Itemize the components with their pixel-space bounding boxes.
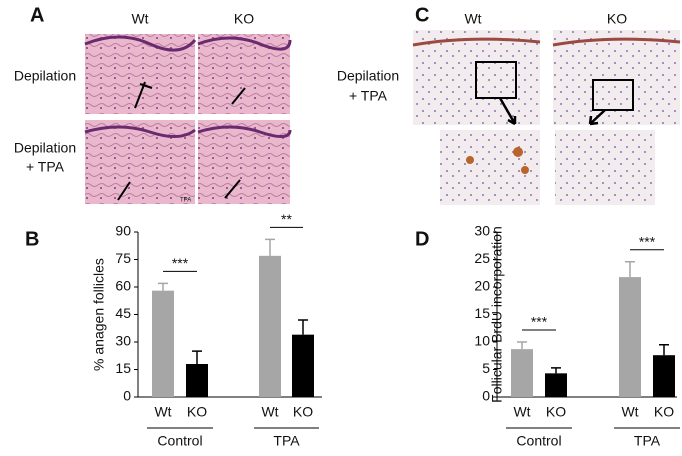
col-label: Wt	[464, 11, 481, 27]
row-label: + TPA	[349, 88, 388, 104]
y-tick-label: 30	[474, 223, 490, 239]
bracket	[117, 181, 131, 201]
bar	[152, 290, 174, 397]
arrow	[498, 97, 517, 126]
group-label: TPA	[273, 433, 300, 449]
y-tick-label: 75	[115, 250, 131, 266]
y-tick-label: 60	[115, 278, 131, 294]
error-bar	[298, 319, 308, 335]
zoom-box	[475, 61, 517, 99]
group-label: Control	[157, 433, 202, 449]
panel-label: D	[415, 228, 429, 250]
y-tick-label: 0	[482, 388, 490, 404]
panel-label: B	[25, 228, 39, 250]
error-bar	[625, 260, 635, 278]
y-tick-label: 15	[115, 360, 131, 376]
significance-label: **	[281, 211, 292, 227]
error-bar	[659, 344, 669, 356]
epidermis	[552, 37, 681, 47]
y-tick-label: 90	[115, 223, 131, 239]
ihc-zoom	[555, 130, 655, 205]
error-bar	[192, 350, 202, 364]
y-tick-label: 25	[474, 250, 490, 266]
x-tick-label: KO	[654, 404, 674, 420]
bar	[619, 277, 641, 397]
significance-label: ***	[639, 233, 656, 249]
epidermis	[84, 35, 197, 52]
x-tick-label: KO	[293, 404, 313, 420]
bracket	[224, 179, 241, 199]
x-tick-label: Wt	[621, 404, 638, 420]
panel-a: A Wt KO Depilation Depilation + TPA TPA	[14, 4, 292, 204]
y-tick-label: 10	[474, 333, 490, 349]
bar	[545, 373, 567, 397]
col-label: KO	[234, 11, 254, 27]
y-axis-label: % anagen follicles	[91, 258, 107, 371]
image-note: TPA	[180, 198, 191, 204]
arrow	[588, 109, 606, 126]
histology-image	[85, 34, 195, 114]
col-label: Wt	[131, 11, 148, 27]
epidermis	[412, 37, 541, 47]
bar	[259, 255, 281, 397]
row-label: + TPA	[26, 159, 65, 175]
significance-label: ***	[172, 255, 189, 271]
bracket	[134, 81, 153, 109]
x-tick-label: Wt	[513, 404, 530, 420]
epidermis	[197, 125, 292, 138]
bar	[653, 355, 675, 397]
bar	[511, 349, 533, 397]
bracket	[231, 87, 246, 105]
row-label: Depilation	[14, 68, 76, 84]
bar	[292, 334, 314, 397]
x-tick-label: KO	[546, 404, 566, 420]
col-label: KO	[607, 11, 627, 27]
panel-label: C	[415, 4, 429, 26]
histology-image	[198, 34, 290, 114]
error-bar	[551, 367, 561, 374]
y-tick-label: 45	[115, 305, 131, 321]
row-label: Depilation	[14, 140, 76, 156]
group-label: Control	[516, 433, 561, 449]
y-tick-label: 30	[115, 333, 131, 349]
epidermis	[84, 125, 196, 138]
significance-label: ***	[531, 314, 548, 330]
y-tick-label: 5	[482, 360, 490, 376]
error-bar	[158, 282, 168, 291]
row-label: Depilation	[337, 68, 399, 84]
histology-image	[198, 120, 290, 204]
panel-label: A	[30, 4, 44, 26]
stained-cell	[521, 166, 529, 174]
x-tick-label: Wt	[154, 404, 171, 420]
stained-cell	[466, 156, 474, 164]
y-tick-label: 20	[474, 278, 490, 294]
group-label: TPA	[634, 433, 661, 449]
histology-image	[85, 120, 195, 204]
error-bar	[517, 341, 527, 350]
y-tick-label: 15	[474, 305, 490, 321]
zoom-box	[592, 79, 634, 111]
panel-c: C Wt KO Depilation + TPA	[337, 4, 681, 205]
epidermis	[197, 36, 292, 51]
bar	[186, 364, 208, 397]
x-tick-label: KO	[187, 404, 207, 420]
y-tick-label: 0	[123, 388, 131, 404]
x-tick-label: Wt	[261, 404, 278, 420]
error-bar	[265, 238, 275, 256]
stained-cell	[513, 147, 523, 157]
